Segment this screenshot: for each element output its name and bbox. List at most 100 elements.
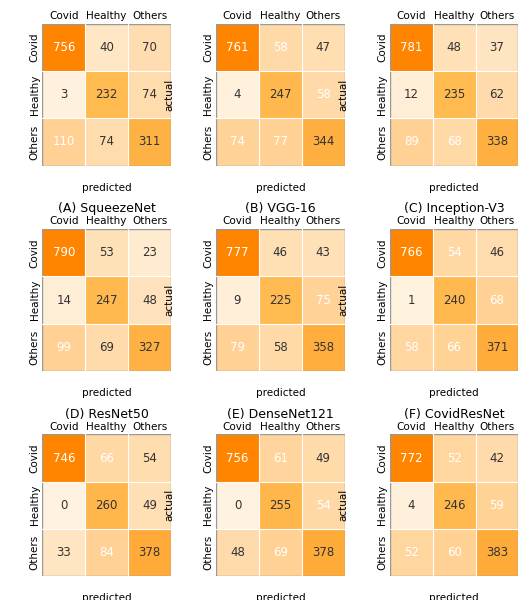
Text: (B) VGG-16: (B) VGG-16 xyxy=(245,202,316,215)
Text: 23: 23 xyxy=(142,247,157,259)
Text: 311: 311 xyxy=(139,136,161,148)
Bar xyxy=(128,71,171,118)
Text: 74: 74 xyxy=(230,136,245,148)
Text: 327: 327 xyxy=(139,341,161,353)
Bar xyxy=(433,277,476,323)
Bar xyxy=(302,482,345,529)
Bar xyxy=(433,24,476,71)
Text: 756: 756 xyxy=(52,41,75,54)
Bar xyxy=(42,118,85,166)
Text: 69: 69 xyxy=(273,546,288,559)
Text: 58: 58 xyxy=(316,88,331,101)
Text: 54: 54 xyxy=(316,499,331,512)
Text: 75: 75 xyxy=(316,293,331,307)
Text: 232: 232 xyxy=(95,88,118,101)
Bar xyxy=(302,118,345,166)
Bar xyxy=(390,482,433,529)
Bar xyxy=(216,323,259,371)
Text: 70: 70 xyxy=(142,41,157,54)
Text: predicted: predicted xyxy=(256,388,305,398)
Bar xyxy=(390,24,433,71)
Text: 766: 766 xyxy=(400,247,423,259)
Bar xyxy=(390,529,433,576)
Bar xyxy=(433,482,476,529)
Bar xyxy=(302,71,345,118)
Text: 99: 99 xyxy=(56,341,71,353)
Text: actual: actual xyxy=(0,284,1,316)
Bar xyxy=(85,118,128,166)
Text: 0: 0 xyxy=(234,499,241,512)
Text: 74: 74 xyxy=(99,136,114,148)
Text: 58: 58 xyxy=(273,341,288,353)
Text: 68: 68 xyxy=(446,136,461,148)
Bar xyxy=(259,277,302,323)
Bar xyxy=(85,277,128,323)
Bar xyxy=(85,229,128,277)
Text: 1: 1 xyxy=(407,293,415,307)
Bar xyxy=(390,229,433,277)
Text: 246: 246 xyxy=(443,499,466,512)
Bar xyxy=(302,229,345,277)
Text: 37: 37 xyxy=(489,41,505,54)
Bar xyxy=(259,118,302,166)
Bar xyxy=(128,118,171,166)
Bar xyxy=(433,229,476,277)
Text: 247: 247 xyxy=(95,293,118,307)
Text: 240: 240 xyxy=(443,293,466,307)
Text: 48: 48 xyxy=(230,546,245,559)
Text: 54: 54 xyxy=(446,247,461,259)
Text: (C) Inception-V3: (C) Inception-V3 xyxy=(404,202,504,215)
Text: 77: 77 xyxy=(273,136,288,148)
Text: 49: 49 xyxy=(142,499,157,512)
Text: 358: 358 xyxy=(312,341,334,353)
Bar xyxy=(302,434,345,482)
Text: 58: 58 xyxy=(404,341,418,353)
Text: 4: 4 xyxy=(407,499,415,512)
Bar xyxy=(433,323,476,371)
Text: 62: 62 xyxy=(489,88,505,101)
Text: 66: 66 xyxy=(446,341,462,353)
Text: 235: 235 xyxy=(443,88,465,101)
Text: 761: 761 xyxy=(226,41,249,54)
Bar xyxy=(128,323,171,371)
Text: actual: actual xyxy=(165,284,175,316)
Text: 756: 756 xyxy=(226,452,249,464)
Bar xyxy=(216,434,259,482)
Text: 48: 48 xyxy=(446,41,461,54)
Bar xyxy=(85,24,128,71)
Bar xyxy=(128,434,171,482)
Bar xyxy=(476,482,518,529)
Text: actual: actual xyxy=(0,489,1,521)
Bar xyxy=(302,529,345,576)
Text: 52: 52 xyxy=(404,546,418,559)
Text: 89: 89 xyxy=(404,136,418,148)
Text: 746: 746 xyxy=(52,452,75,464)
Bar xyxy=(42,482,85,529)
Bar xyxy=(216,24,259,71)
Text: predicted: predicted xyxy=(429,593,479,600)
Bar xyxy=(85,529,128,576)
Bar xyxy=(85,71,128,118)
Bar xyxy=(128,229,171,277)
Text: 40: 40 xyxy=(99,41,114,54)
Text: predicted: predicted xyxy=(256,593,305,600)
Text: 43: 43 xyxy=(316,247,331,259)
Bar xyxy=(42,277,85,323)
Bar xyxy=(476,229,518,277)
Text: 378: 378 xyxy=(139,546,161,559)
Bar xyxy=(476,434,518,482)
Text: 53: 53 xyxy=(99,247,114,259)
Bar xyxy=(42,71,85,118)
Bar xyxy=(85,323,128,371)
Bar xyxy=(302,323,345,371)
Text: predicted: predicted xyxy=(82,388,132,398)
Text: 68: 68 xyxy=(489,293,505,307)
Text: 54: 54 xyxy=(142,452,157,464)
Bar xyxy=(128,277,171,323)
Text: predicted: predicted xyxy=(256,182,305,193)
Bar xyxy=(259,24,302,71)
Text: 371: 371 xyxy=(486,341,508,353)
Bar xyxy=(128,529,171,576)
Text: 255: 255 xyxy=(269,499,291,512)
Text: 79: 79 xyxy=(230,341,245,353)
